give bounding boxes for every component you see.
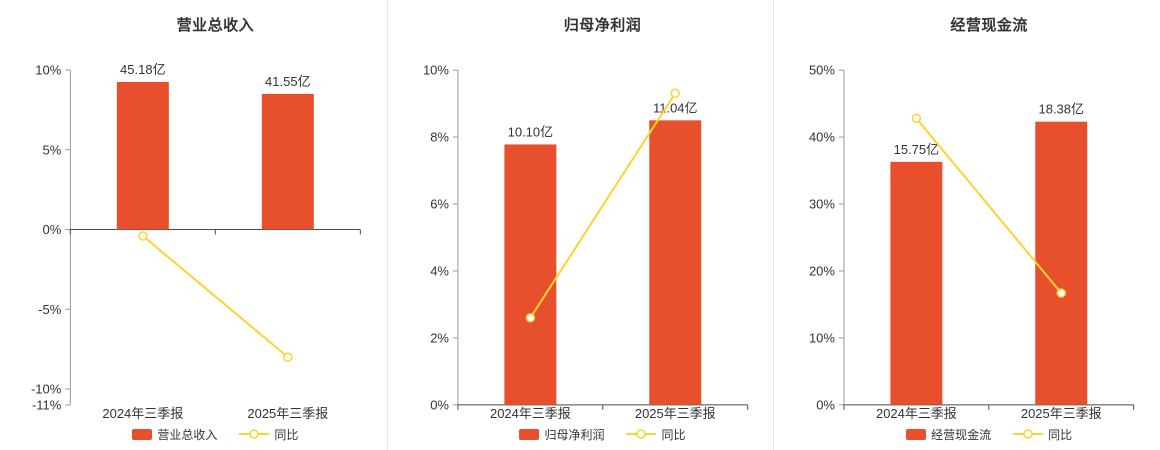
legend-label-line: 同比 (661, 427, 686, 442)
y-tick-label: 5% (43, 142, 62, 157)
bar-value-label: 45.18亿 (120, 62, 166, 77)
x-category-label: 2024年三季报 (102, 406, 183, 421)
bar-category-0[interactable] (890, 161, 943, 405)
legend-item-bar-series[interactable]: 归母净利润 (519, 426, 604, 443)
bar-value-label: 41.55亿 (265, 74, 311, 89)
legend-label-bar: 营业总收入 (157, 427, 218, 442)
yoy-point[interactable] (911, 113, 922, 124)
legend-item-bar-series[interactable]: 营业总收入 (132, 426, 217, 443)
chart-canvas-operating-revenue: 10% 5% 0% -5% -10%-11% 45.18亿 2024年三季报 41.55亿 20… (31, 62, 361, 421)
line-marker-icon (239, 429, 270, 439)
bar-value-label: 15.75亿 (894, 142, 939, 157)
yoy-line (142, 235, 289, 358)
y-tick-label: 50% (809, 63, 835, 78)
legend-item-line-series[interactable]: 同比 (1013, 426, 1072, 443)
legend-operating-revenue: 营业总收入 同比 (0, 422, 387, 446)
bar-category-1[interactable] (1035, 121, 1088, 405)
x-category-label: 2025年三季报 (1021, 406, 1102, 421)
x-category-label: 2025年三季报 (635, 406, 716, 421)
y-tick-label: 0% (430, 397, 449, 412)
yoy-line (915, 117, 1063, 294)
yoy-point[interactable] (138, 231, 148, 241)
bar-value-label: 18.38亿 (1039, 102, 1084, 117)
y-tick-label: 0% (817, 397, 836, 412)
yoy-point[interactable] (283, 352, 293, 362)
panel-net-profit: 归母净利润 10% 8% 6% 4% 2% 0% 10.10亿 2024年三季报 11.04亿 2… (386, 0, 774, 450)
bar-category-0[interactable] (504, 144, 557, 405)
chart-title-net-profit: 归母净利润 (563, 17, 642, 34)
legend-label-line: 同比 (274, 427, 299, 442)
y-tick-label: 10% (809, 330, 835, 345)
panel-operating-revenue: 营业总收入 10% 5% 0% -5% -10% -11% 45.18亿 2024年三季报 41… (0, 0, 387, 450)
y-tick-label: -11% (32, 398, 62, 413)
bar-category-1[interactable] (261, 93, 314, 230)
yoy-point[interactable] (1056, 288, 1067, 298)
bar-value-label: 10.10亿 (507, 124, 552, 139)
chart-canvas-net-profit: 10% 8% 6% 4% 2% 0% 10.10亿 2024年三季报 11.04亿 2025年三季… (423, 63, 748, 421)
yoy-point[interactable] (670, 88, 680, 98)
chart-canvas-operating-cash-flow: 50% 40% 30% 20% 10% 0% 15.75亿 2024年三季报 18.38亿 202… (809, 63, 1135, 421)
y-tick-label: 10% (35, 63, 61, 78)
yoy-point[interactable] (525, 313, 535, 323)
bar-swatch-icon (132, 428, 153, 440)
y-tick-label: 10% (423, 63, 449, 78)
y-tick-label: 30% (809, 197, 835, 212)
y-tick-label: 0% (43, 222, 62, 237)
chart-title-operating-cash-flow: 经营现金流 (950, 17, 1028, 34)
x-category-label: 2025年三季报 (247, 406, 328, 421)
y-tick-label: 2% (430, 330, 449, 345)
bar-swatch-icon (906, 428, 927, 440)
chart-title-operating-revenue: 营业总收入 (176, 17, 255, 34)
legend-net-profit: 归母净利润 同比 (388, 422, 774, 446)
legend-item-line-series[interactable]: 同比 (626, 426, 686, 443)
y-tick-label: 8% (430, 130, 449, 145)
y-tick-label: -5% (38, 302, 62, 317)
x-category-label: 2024年三季报 (876, 406, 957, 421)
legend-item-bar-series[interactable]: 经营现金流 (906, 426, 991, 443)
line-marker-icon (626, 429, 657, 439)
yoy-line (529, 92, 676, 319)
y-tick-label: -10% (31, 382, 62, 397)
y-tick-label: 4% (430, 263, 449, 278)
bar-category-0[interactable] (116, 81, 169, 230)
legend-operating-cash-flow: 经营现金流 同比 (774, 422, 1160, 446)
bar-value-label: 11.04亿 (653, 100, 697, 115)
line-marker-icon (1013, 429, 1044, 439)
bar-category-1[interactable] (648, 120, 701, 405)
legend-item-line-series[interactable]: 同比 (239, 426, 298, 443)
legend-label-line: 同比 (1048, 427, 1073, 442)
y-tick-label: 40% (809, 130, 835, 145)
bar-swatch-icon (519, 428, 540, 440)
y-tick-label: 6% (430, 197, 449, 212)
x-category-label: 2024年三季报 (490, 406, 571, 421)
panel-operating-cash-flow: 经营现金流 50% 40% 30% 20% 10% 0% 15.75亿 2024年三季报 18.… (773, 0, 1160, 450)
legend-label-bar: 归母净利润 (544, 427, 605, 442)
legend-label-bar: 经营现金流 (931, 427, 992, 442)
y-tick-label: 20% (809, 263, 835, 278)
